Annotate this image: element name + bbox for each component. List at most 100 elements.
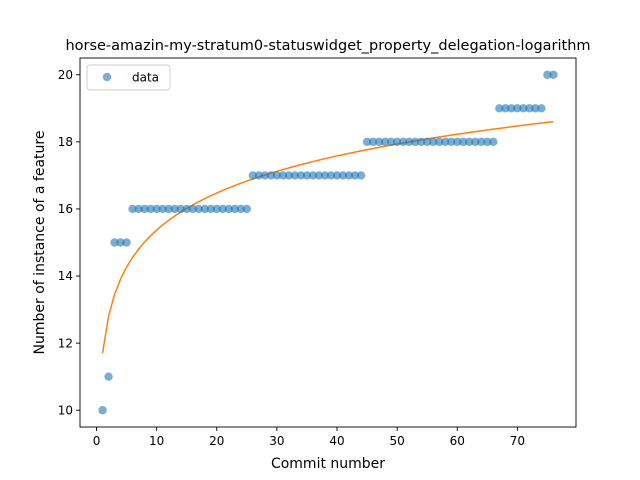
data-point <box>212 204 221 214</box>
data-point <box>441 137 450 147</box>
data-point <box>344 171 354 180</box>
data-point <box>489 137 498 147</box>
data-point <box>513 104 522 113</box>
data-point <box>392 137 402 147</box>
data-point <box>453 137 462 147</box>
axes-frame <box>79 57 577 428</box>
data-point <box>194 204 203 214</box>
data-point <box>350 171 360 180</box>
x-tick-label: 20 <box>209 434 224 448</box>
data-point <box>525 104 534 113</box>
data-point <box>483 137 492 147</box>
data-point <box>218 204 227 214</box>
data-point <box>134 204 143 214</box>
data-point <box>368 137 378 147</box>
chart-title: horse-amazin-my-stratum0-statuswidget_pr… <box>65 38 590 54</box>
data-point <box>380 137 390 147</box>
x-tick-label: 70 <box>510 434 525 448</box>
data-point <box>416 137 426 147</box>
legend-label: data <box>132 71 159 85</box>
data-point <box>98 406 107 415</box>
legend-box <box>86 64 171 91</box>
data-point <box>110 238 119 247</box>
data-point <box>158 204 167 214</box>
x-tick-label: 30 <box>269 434 284 448</box>
data-point <box>314 171 324 180</box>
data-point <box>152 204 161 214</box>
data-point <box>266 171 276 180</box>
data-point <box>302 171 312 180</box>
data-point <box>248 171 258 180</box>
data-point <box>332 171 342 180</box>
plot-frame <box>79 57 577 428</box>
data-point <box>447 137 456 147</box>
data-point <box>362 137 372 147</box>
data-point <box>290 171 300 180</box>
legend-marker <box>102 72 112 82</box>
data-point <box>507 104 516 113</box>
data-point <box>296 171 306 180</box>
data-point <box>308 171 318 180</box>
data-point <box>164 204 173 214</box>
data-point <box>537 104 546 113</box>
data-point <box>260 171 270 180</box>
data-point <box>200 204 209 214</box>
data-point <box>236 204 246 214</box>
data-point <box>128 204 137 214</box>
fit-layer <box>101 120 554 354</box>
data-point <box>398 137 408 147</box>
data-point <box>404 137 414 147</box>
legend: data <box>86 64 171 91</box>
data-point <box>429 137 438 147</box>
data-point <box>104 372 113 381</box>
data-point <box>320 171 330 180</box>
data-point <box>386 137 396 147</box>
data-point <box>182 204 191 214</box>
x-tick-label: 50 <box>389 434 404 448</box>
data-point <box>423 137 432 147</box>
y-tick-label: 14 <box>58 269 73 283</box>
data-point <box>146 204 155 214</box>
data-point <box>272 171 282 180</box>
y-tick-label: 10 <box>58 403 73 417</box>
data-point <box>435 137 444 147</box>
data-point <box>459 137 468 147</box>
data-point <box>176 204 185 214</box>
data-point <box>254 171 264 180</box>
data-point <box>543 70 552 79</box>
fit-line <box>101 120 554 354</box>
data-point <box>122 238 131 247</box>
y-tick-label: 12 <box>58 336 73 350</box>
data-point <box>170 204 179 214</box>
x-tick-label: 40 <box>329 434 344 448</box>
data-point <box>356 171 366 180</box>
data-point <box>501 104 510 113</box>
y-tick-label: 16 <box>58 202 73 216</box>
data-point <box>549 70 558 79</box>
data-point <box>338 171 348 180</box>
x-tick-label: 0 <box>93 434 101 448</box>
y-tick-label: 18 <box>58 135 73 149</box>
x-tick-label: 60 <box>450 434 465 448</box>
data-point <box>519 104 528 113</box>
data-point <box>284 171 294 180</box>
y-axis-ticks: 10 12 14 16 18 20 <box>58 68 80 417</box>
data-point <box>242 204 252 214</box>
data-point <box>374 137 384 147</box>
data-point <box>140 204 149 214</box>
data-point <box>116 238 125 247</box>
y-tick-label: 20 <box>58 68 73 82</box>
data-point <box>224 204 233 214</box>
plot-area <box>80 58 576 427</box>
data-point <box>471 137 480 147</box>
x-axis-ticks: 0 10 20 30 40 50 60 70 <box>93 427 525 448</box>
data-point <box>278 171 288 180</box>
data-point <box>230 204 240 214</box>
data-point <box>188 204 197 214</box>
data-point <box>531 104 540 113</box>
data-point <box>465 137 474 147</box>
data-point <box>410 137 420 147</box>
data-point <box>495 104 504 113</box>
points-layer <box>98 70 558 415</box>
